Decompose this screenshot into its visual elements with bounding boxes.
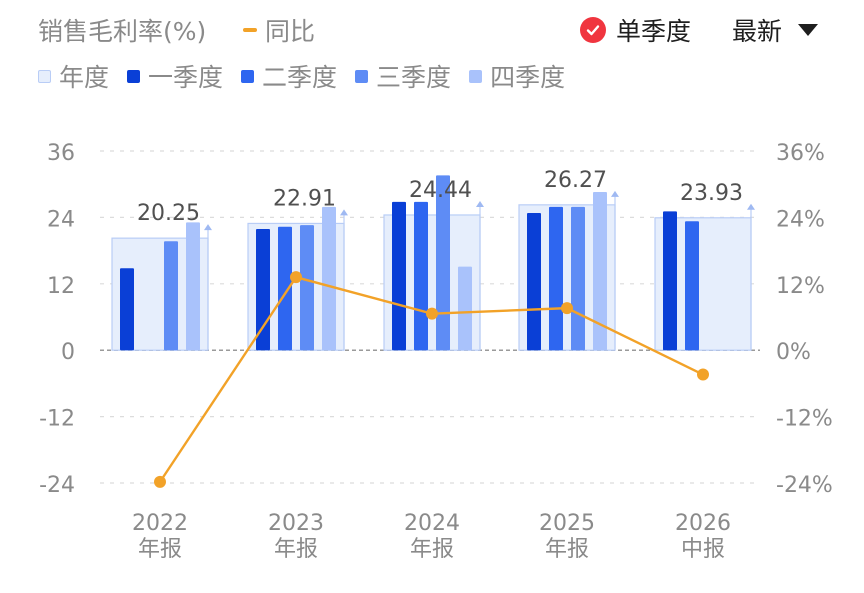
q1-bar [392, 201, 406, 351]
annual-marker-arrow [204, 224, 212, 231]
x-tick-label-period: 年报 [545, 537, 589, 562]
yoy-point [290, 271, 302, 284]
x-tick-label-year: 2023 [268, 511, 324, 536]
y-left-tick-label: 24 [47, 207, 75, 232]
annual-data-label: 20.25 [137, 201, 200, 226]
legend-swatch-annual [38, 69, 51, 83]
check-icon [580, 17, 606, 43]
legend-item-q4[interactable]: 四季度 [469, 58, 565, 94]
q1-bar [663, 211, 677, 351]
yoy-point [154, 475, 166, 488]
annual-data-label: 23.93 [680, 181, 743, 206]
annual-data-label: 26.27 [544, 168, 607, 193]
annual-data-label: 22.91 [273, 186, 336, 211]
latest-label: 最新 [732, 17, 783, 46]
yoy-point [561, 302, 573, 315]
q4-bar [593, 191, 607, 351]
x-tick-label-year: 2026 [675, 511, 731, 536]
yoy-point [426, 307, 438, 320]
y-right-tick-label: -12% [776, 407, 833, 432]
x-tick-label-year: 2022 [132, 511, 188, 536]
x-tick-label-year: 2025 [539, 511, 595, 536]
y-right-tick-label: 24% [776, 207, 825, 232]
q4-bar [322, 206, 336, 351]
q3-bar [571, 206, 585, 351]
yoy-legend-label: 同比 [265, 17, 316, 46]
legend-item-annual[interactable]: 年度 [38, 58, 109, 94]
q1-bar [527, 212, 541, 351]
y-left-tick-label: 0 [61, 340, 75, 365]
yoy-legend[interactable]: 同比 [243, 12, 315, 48]
y-left-tick-label: -24 [39, 473, 75, 498]
legend-swatch-q4 [469, 69, 483, 83]
y-right-tick-label: 36% [776, 141, 825, 166]
legend-label-q2: 二季度 [262, 63, 338, 92]
x-tick-label-period: 年报 [410, 537, 454, 562]
legend-label-q4: 四季度 [490, 63, 566, 92]
annual-marker-arrow [747, 203, 755, 210]
legend-swatch-q3 [355, 69, 369, 83]
caret-down-icon [798, 24, 819, 36]
annual-marker-arrow [476, 200, 484, 207]
x-tick-label-year: 2024 [404, 511, 460, 536]
legend-swatch-q2 [241, 69, 255, 83]
q1-bar [120, 268, 134, 351]
legend-item-q1[interactable]: 一季度 [127, 58, 223, 94]
q3-bar [436, 175, 450, 351]
y-right-tick-label: 12% [776, 274, 825, 299]
y-left-tick-label: 12 [47, 274, 75, 299]
q2-bar [549, 206, 563, 351]
y-right-tick-label: -24% [776, 473, 833, 498]
q4-bar [458, 266, 472, 351]
x-tick-label-period: 中报 [681, 537, 725, 562]
single-quarter-toggle[interactable]: 单季度 [580, 12, 691, 48]
q3-bar [164, 241, 178, 351]
q2-bar [414, 201, 428, 351]
yoy-line-swatch [243, 28, 257, 32]
legend-item-q3[interactable]: 三季度 [355, 58, 451, 94]
single-quarter-label: 单季度 [616, 17, 692, 46]
legend-label-annual: 年度 [59, 63, 110, 92]
legend-swatch-q1 [127, 69, 141, 83]
y-left-tick-label: -12 [39, 407, 75, 432]
y-left-tick-label: 36 [47, 141, 75, 166]
series-legend: 年度 一季度 二季度 三季度 四季度 [38, 58, 583, 94]
metric-title: 销售毛利率(%) [38, 17, 207, 46]
q4-bar [186, 222, 200, 351]
annual-data-label: 24.44 [409, 178, 472, 203]
q2-bar [278, 226, 292, 351]
q1-bar [256, 229, 270, 351]
legend-label-q3: 三季度 [376, 63, 452, 92]
y-right-tick-label: 0% [776, 340, 811, 365]
legend-label-q1: 一季度 [148, 63, 224, 92]
latest-dropdown[interactable]: 最新 [732, 12, 819, 48]
legend-item-q2[interactable]: 二季度 [241, 58, 337, 94]
q3-bar [300, 225, 314, 351]
q2-bar [685, 221, 699, 351]
x-tick-label-period: 年报 [138, 537, 182, 562]
yoy-point [697, 368, 709, 381]
x-tick-label-period: 年报 [274, 537, 318, 562]
annual-marker-arrow [340, 209, 348, 216]
annual-marker-arrow [611, 190, 619, 197]
